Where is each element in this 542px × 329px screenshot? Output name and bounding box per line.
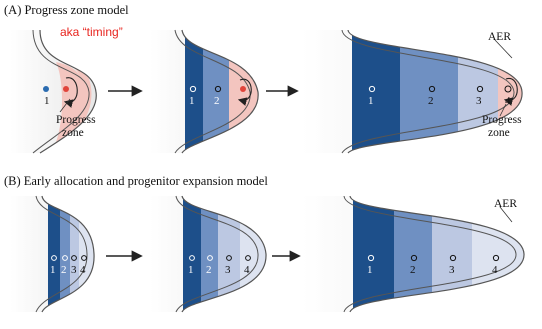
segment-1 [48, 196, 60, 312]
segment-3 [70, 196, 79, 312]
cell-marker [62, 255, 68, 261]
ectoderm-outline [347, 29, 523, 154]
cell-marker [368, 85, 376, 93]
segment-3 [218, 196, 240, 312]
panel-a-title: (A) Progress zone model [4, 3, 129, 17]
segment-1 [353, 196, 394, 312]
ectoderm-outline [39, 29, 97, 154]
segment-1 [185, 30, 203, 153]
label: 4 [80, 264, 86, 276]
label: 3 [449, 264, 455, 276]
segment-4 [240, 196, 267, 312]
progress-zone-label-2: zone [488, 127, 510, 139]
label: 1 [188, 264, 194, 276]
cycling-arrow [503, 78, 518, 106]
cell-marker [504, 85, 512, 93]
segment-3 [432, 196, 472, 312]
cell-marker [189, 85, 197, 93]
ectoderm-inner [341, 29, 515, 154]
segment-1 [183, 196, 201, 312]
progress-zone [229, 30, 259, 153]
ectoderm-outline [181, 29, 259, 154]
cell-marker [81, 255, 87, 261]
cell-marker [226, 255, 232, 261]
ectoderm-inner [175, 195, 259, 313]
aer-label: AER [494, 198, 517, 210]
cell-marker [492, 254, 500, 262]
label: 1 [44, 95, 50, 107]
label: 1 [189, 95, 195, 107]
cell-marker [367, 254, 375, 262]
cell-marker [428, 85, 436, 93]
cell-red [240, 86, 246, 92]
ectoderm-outline [349, 195, 525, 313]
label: 2 [206, 264, 212, 276]
cell-marker [51, 255, 57, 261]
cycling-arrow [63, 77, 78, 108]
label: 3 [225, 264, 231, 276]
progress-zone-label-2: zone [62, 127, 84, 139]
label: 4 [492, 264, 498, 276]
ectoderm-inner [174, 29, 251, 154]
leader-line [494, 39, 513, 59]
panel-a-stage-1: 1 Progress zone [10, 29, 97, 154]
panel-b-stage-3: 1 2 3 4 AER [302, 195, 525, 313]
label: 3 [476, 95, 482, 107]
segment-2 [201, 196, 218, 312]
cell-marker [214, 85, 222, 93]
timing-annotation: aka “timing” [60, 25, 123, 39]
label: 1 [50, 264, 56, 276]
cell-blue [43, 86, 49, 92]
segment-4 [472, 196, 525, 312]
progress-zone-label: Progress [56, 114, 96, 126]
aer-label: AER [488, 31, 511, 43]
panel-a-stage-2: 1 2 [150, 29, 259, 154]
label: 4 [505, 95, 511, 107]
ectoderm-inner [32, 29, 90, 154]
label: 2 [61, 264, 67, 276]
cell-red [63, 86, 69, 92]
ectoderm-outline [181, 195, 267, 313]
ectoderm-inner [343, 195, 517, 313]
cycling-arrow [237, 78, 252, 106]
panel-b-stage-2: 1 2 3 4 [150, 195, 267, 313]
cell-marker [410, 254, 418, 262]
label: 2 [410, 264, 416, 276]
label: 3 [71, 264, 77, 276]
label: 1 [367, 264, 373, 276]
label: 2 [214, 95, 220, 107]
ectoderm-inner [35, 195, 88, 313]
cell-marker [449, 254, 457, 262]
label: 4 [244, 264, 250, 276]
leader-line [499, 206, 513, 223]
progress-zone-label: Progress [482, 114, 522, 126]
leader-line [59, 98, 71, 113]
cell-marker [207, 255, 213, 261]
panel-b-stage-1: 1 2 3 4 [10, 195, 95, 313]
cell-marker [71, 255, 77, 261]
cell-marker [476, 85, 484, 93]
segment-1 [352, 30, 400, 153]
segment-2 [60, 196, 70, 312]
cell-marker [189, 255, 195, 261]
cell-marker [245, 255, 251, 261]
leader-line [499, 103, 507, 117]
label: 2 [428, 95, 434, 107]
panel-a-stage-3: 1 2 3 4 AER Progress zone [302, 29, 523, 154]
panel-b-title: (B) Early allocation and progenitor expa… [4, 174, 268, 188]
label: 1 [368, 95, 374, 107]
ectoderm-outline [41, 195, 95, 313]
